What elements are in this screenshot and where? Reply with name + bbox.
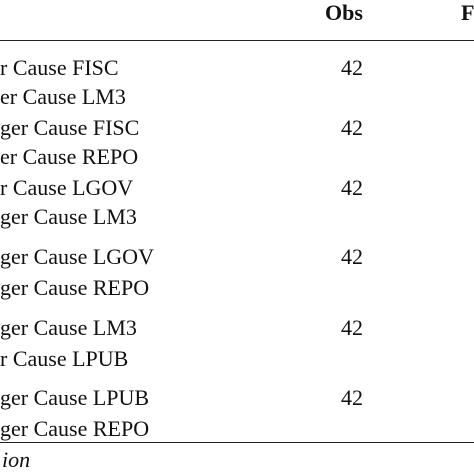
cause-text: r Cause FISC <box>0 55 119 80</box>
obs-cell: 42 <box>341 244 363 269</box>
obs-cell: 42 <box>341 385 363 410</box>
cause-text: ger Cause LGOV <box>0 244 154 269</box>
cause-text: er Cause LM3 <box>0 84 126 109</box>
cause-text: ger Cause FISC <box>0 115 140 140</box>
cause-text: r Cause LGOV <box>0 175 134 200</box>
cause-text: ger Cause REPO <box>0 416 150 441</box>
header-cell: Obs <box>325 0 363 25</box>
cause-text: er Cause REPO <box>0 144 139 169</box>
obs-cell: 42 <box>341 55 363 80</box>
obs-cell: 42 <box>341 115 363 140</box>
cause-text: ger Cause LM3 <box>0 315 137 340</box>
cause-text: r Cause LPUB <box>0 346 129 371</box>
header-rule <box>0 40 474 41</box>
obs-cell: 42 <box>341 315 363 340</box>
header-cell: F <box>461 0 474 25</box>
footnote: ion <box>2 447 31 472</box>
cause-text: ger Cause LM3 <box>0 204 137 229</box>
bottom-rule <box>0 442 474 443</box>
cause-text: ger Cause REPO <box>0 275 150 300</box>
cause-text: ger Cause LPUB <box>0 385 150 410</box>
obs-cell: 42 <box>341 175 363 200</box>
